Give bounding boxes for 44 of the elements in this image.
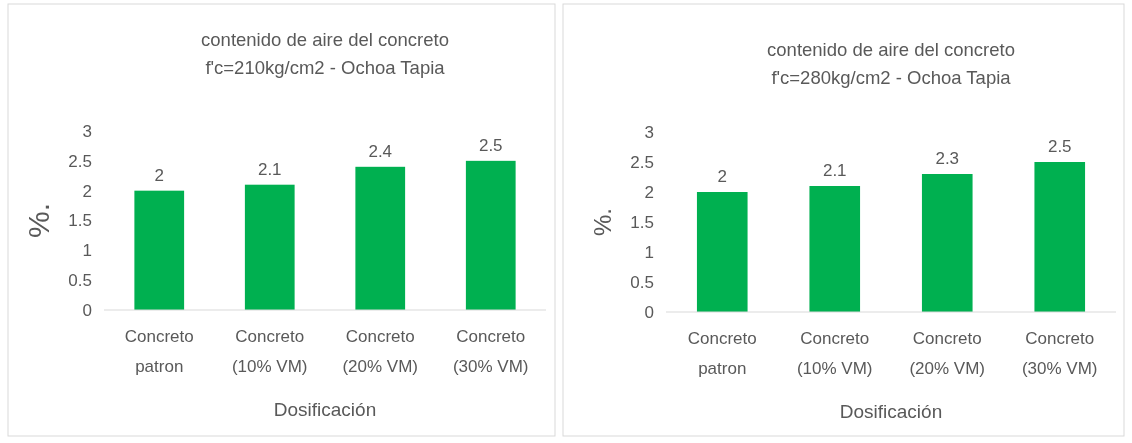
- x-tick-label: Concreto (30% VM): [1021, 329, 1098, 378]
- y-tick-label: 2: [644, 182, 654, 202]
- x-axis-title: Dosificación: [839, 401, 943, 422]
- x-tick-label: Concreto patron: [124, 327, 194, 376]
- x-tick-label: Concreto (20% VM): [909, 329, 986, 378]
- y-axis-title: %.: [589, 207, 616, 237]
- y-tick-label: 0.5: [68, 271, 92, 291]
- y-tick-label: 2: [82, 181, 92, 201]
- x-tick-label: Concreto (10% VM): [231, 327, 308, 376]
- chart-title: contenido de aire del concreto f'c=280kg/cm2 - Ochoa Tapia: [767, 39, 1015, 88]
- y-tick-label: 1.5: [68, 211, 92, 231]
- y-tick-label: 0: [82, 300, 92, 320]
- y-tick-label: 3: [82, 121, 92, 141]
- y-tick-label: 0.5: [630, 272, 654, 292]
- x-tick-label: Concreto (10% VM): [796, 329, 873, 378]
- data-label: 2.1: [822, 161, 847, 180]
- y-tick-label: 1.5: [630, 212, 654, 232]
- x-tick-label: Concreto patron: [687, 329, 757, 378]
- bar: [465, 160, 516, 310]
- bar: [355, 166, 406, 310]
- y-tick-label: 3: [644, 122, 654, 142]
- y-tick-label: 0: [644, 302, 654, 322]
- data-label: 2.5: [478, 135, 503, 155]
- data-label: 2: [717, 167, 727, 186]
- bar: [696, 192, 748, 312]
- y-tick-label: 2.5: [630, 152, 654, 172]
- x-tick-label: Concreto (20% VM): [342, 327, 419, 376]
- bar: [1034, 162, 1086, 312]
- x-axis-title: Dosificación: [273, 399, 377, 420]
- chart-title: contenido de aire del concreto f'c=210kg/cm2 - Ochoa Tapia: [201, 29, 449, 78]
- y-tick-label: 2.5: [68, 151, 92, 171]
- bar: [921, 174, 973, 312]
- y-axis-title: %.: [22, 202, 55, 239]
- data-label: 2: [154, 165, 164, 185]
- data-label: 2.4: [368, 141, 393, 161]
- data-label: 2.3: [935, 149, 960, 168]
- data-label: 2.1: [257, 159, 282, 179]
- data-label: 2.5: [1047, 137, 1072, 156]
- bar: [244, 184, 295, 310]
- y-tick-label: 1: [82, 241, 92, 261]
- y-tick-label: 1: [644, 242, 654, 262]
- bar: [134, 190, 185, 310]
- x-tick-label: Concreto (30% VM): [452, 327, 529, 376]
- bar: [809, 186, 861, 312]
